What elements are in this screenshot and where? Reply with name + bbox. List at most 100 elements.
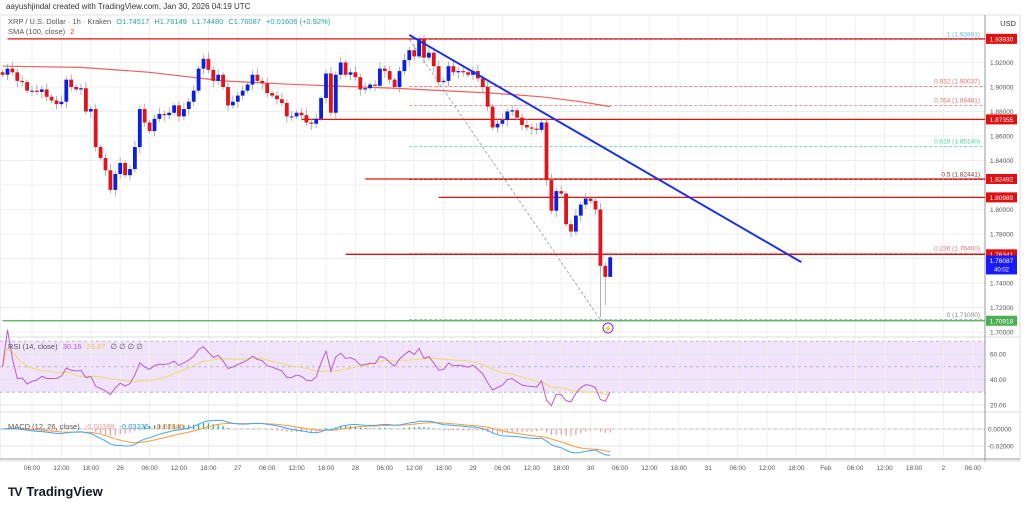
candle-body — [265, 83, 270, 94]
price-tick-label: 1.70000 — [990, 330, 1014, 337]
sma-legend[interactable]: SMA (100, close) 2 — [8, 27, 77, 36]
candle-body — [412, 50, 417, 57]
candle-body — [162, 113, 167, 116]
macd-histogram-bar — [60, 429, 62, 431]
fib-level-label: 0.5 (1.82441) — [941, 172, 980, 179]
candle-body — [118, 162, 123, 174]
time-tick-label: 18:00 — [83, 465, 100, 472]
price-tick-label: 1.90000 — [990, 85, 1014, 92]
candle-body — [505, 111, 510, 121]
macd-histogram-bar — [90, 429, 92, 430]
macd-histogram-bar — [565, 429, 567, 436]
current-price-text: 1.76087 — [990, 258, 1014, 265]
time-tick-label: 06:00 — [494, 465, 511, 472]
price-level-badge — [986, 33, 1017, 44]
fib-level-label: 0 (1.71000) — [947, 312, 980, 319]
candle-body — [35, 90, 39, 92]
time-tick-label: 18:00 — [318, 465, 335, 472]
candle-body — [402, 60, 407, 72]
macd-histogram-bar — [104, 429, 107, 435]
rsi-legend[interactable]: RSI (14, close) 30.16 26.87 ∅ ∅ ∅ ∅ — [8, 342, 146, 351]
time-tick-label: 06:00 — [377, 465, 394, 472]
candle-body — [603, 265, 608, 277]
candle-body — [554, 191, 559, 211]
macd-histogram-bar — [124, 429, 126, 434]
ohlc-high: H1.76149 — [154, 17, 187, 26]
candle-body — [461, 71, 466, 73]
macd-histogram-bar — [477, 429, 479, 431]
macd-label: MACD (12, 26, close) — [8, 422, 80, 431]
time-tick-label: 18:00 — [200, 465, 217, 472]
rsi-tick-label: 20.00 — [990, 403, 1007, 410]
price-level-badge-text: 1.80989 — [990, 195, 1014, 202]
time-tick-label: 2 — [942, 465, 946, 472]
candle-body — [436, 66, 441, 83]
candle-body — [211, 69, 216, 81]
macd-histogram-bar — [109, 429, 111, 436]
candle-body — [39, 89, 44, 92]
macd-legend[interactable]: MACD (12, 26, close) -0.00389 -0.03235 -… — [8, 422, 187, 431]
candle-body — [284, 102, 289, 117]
candle-body — [196, 68, 201, 91]
rsi-ma-line — [2, 347, 611, 396]
candle-body — [137, 109, 142, 148]
candle-body — [480, 78, 485, 87]
candle-body — [510, 110, 515, 112]
macd-histogram-bar — [403, 428, 405, 429]
time-tick-label: 06:00 — [259, 465, 276, 472]
macd-histogram-bar — [413, 427, 415, 429]
macd-histogram-bar — [575, 429, 577, 436]
candle-body — [441, 80, 446, 83]
candle-body — [25, 82, 29, 91]
symbol-legend: XRP / U.S. Dollar · 1h · Kraken O1.74517… — [8, 17, 333, 26]
macd-histogram-bar — [369, 428, 371, 429]
time-tick-label: 18:00 — [906, 465, 923, 472]
currency-label: USD — [1000, 19, 1016, 28]
candle-body — [201, 58, 206, 69]
candle-body — [231, 101, 235, 106]
macd-histogram-bar — [438, 429, 440, 430]
macd-histogram-bar — [286, 429, 288, 432]
candle-body — [79, 88, 83, 90]
macd-histogram-bar — [359, 427, 361, 429]
macd-histogram-bar — [178, 424, 180, 429]
macd-histogram-bar — [550, 429, 552, 435]
macd-histogram-bar — [202, 422, 205, 429]
time-tick-label: 12:00 — [406, 465, 423, 472]
price-level-badge-text: 1.70918 — [990, 318, 1014, 325]
candle-body — [49, 96, 54, 101]
macd-histogram-bar — [158, 424, 160, 429]
candle-body — [529, 127, 534, 129]
macd-histogram-bar — [51, 429, 53, 431]
candle-body — [64, 79, 69, 102]
macd-histogram-bar — [310, 429, 312, 433]
candle-body — [294, 112, 299, 117]
macd-histogram-bar — [217, 424, 219, 429]
candle-body — [186, 101, 191, 110]
candle-body — [544, 122, 549, 181]
candle-body — [289, 116, 294, 118]
candle-body — [255, 74, 260, 81]
candle-body — [309, 122, 314, 124]
candle-body — [397, 71, 402, 87]
tradingview-logo[interactable]: TV TradingView — [8, 484, 103, 499]
macd-histogram-bar — [521, 429, 523, 432]
macd-histogram-bar — [364, 427, 366, 429]
candle-body — [54, 100, 59, 105]
time-tick-label: 29 — [469, 465, 477, 472]
macd-histogram-bar — [457, 429, 459, 431]
candle-body — [495, 123, 500, 128]
time-tick-label: 06:00 — [24, 465, 41, 472]
candle-body — [113, 173, 118, 190]
symbol-name[interactable]: XRP / U.S. Dollar · 1h · Kraken — [8, 17, 112, 26]
macd-histogram-bar — [354, 426, 356, 429]
macd-histogram-bar — [604, 429, 606, 433]
candle-body — [216, 74, 221, 81]
macd-histogram-bar — [452, 429, 454, 431]
candle-body — [260, 80, 265, 84]
candle-body — [240, 90, 245, 96]
macd-histogram-bar — [585, 429, 587, 432]
candle-body — [245, 84, 250, 91]
candle-body — [0, 72, 5, 75]
